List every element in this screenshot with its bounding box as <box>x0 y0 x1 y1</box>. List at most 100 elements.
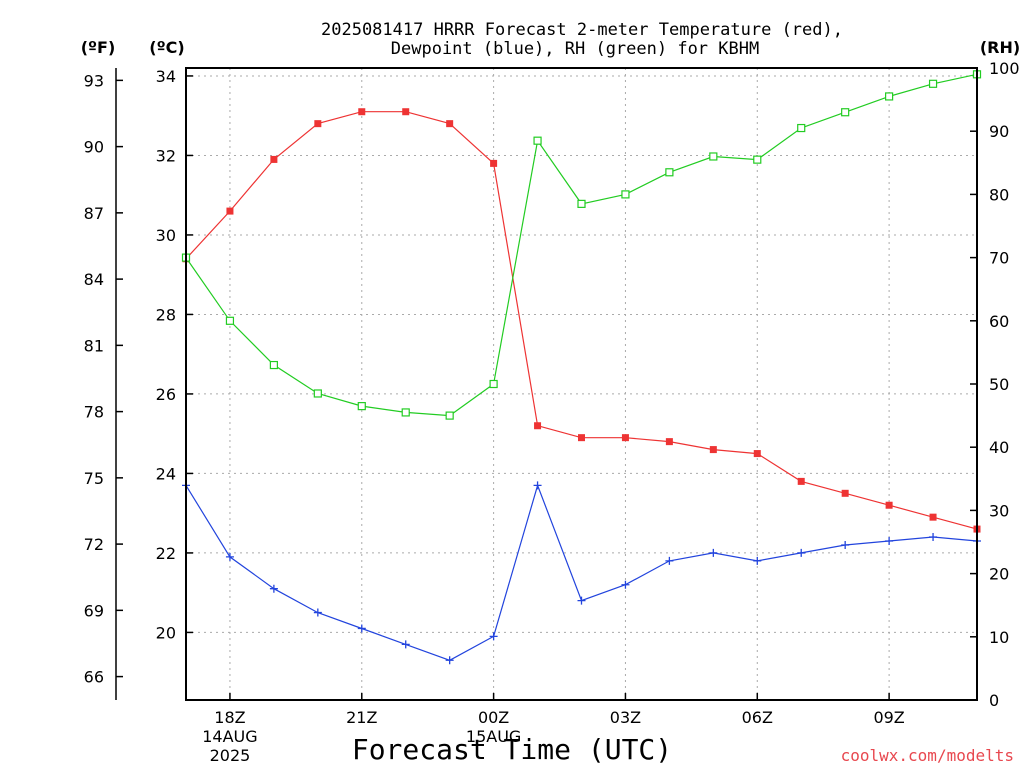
celsius-tick-label: 34 <box>156 67 176 86</box>
x-tick-label: 03Z <box>610 708 641 727</box>
rh-point <box>357 402 366 411</box>
fahrenheit-tick-label: 75 <box>84 469 104 488</box>
dewpoint-point <box>445 656 454 665</box>
x-tick-label: 00Z <box>478 708 509 727</box>
dewpoint-point <box>269 584 278 593</box>
dewpoint-point <box>665 556 674 565</box>
rh-tick-label: 0 <box>989 691 999 710</box>
fahrenheit-tick-label: 81 <box>84 336 104 355</box>
data-series <box>181 70 982 665</box>
fahrenheit-tick-label: 90 <box>84 138 104 157</box>
celsius-unit-label: (ºC) <box>149 38 184 57</box>
temperature-point <box>578 434 585 442</box>
x-tick-date-label: 14AUG <box>202 727 257 746</box>
temperature-point <box>665 438 673 446</box>
temperature-point <box>270 155 278 163</box>
dewpoint-point <box>885 537 894 546</box>
temperature-point <box>841 489 849 497</box>
rh-point <box>928 79 938 88</box>
fahrenheit-tick-label: 69 <box>84 601 104 620</box>
rh-unit-label: (RH) <box>980 38 1020 57</box>
x-axis-label: Forecast Time (UTC) <box>352 733 672 766</box>
rh-point <box>489 379 498 389</box>
rh-tick-label: 50 <box>989 375 1009 394</box>
temperature-point <box>490 159 498 167</box>
temperature-point <box>929 513 937 521</box>
rh-tick-label: 30 <box>989 501 1009 520</box>
dewpoint-point <box>401 640 410 649</box>
x-tick-label: 18Z <box>214 708 245 727</box>
dewpoint-point <box>533 481 542 490</box>
rh-point <box>753 155 762 164</box>
temperature-point <box>797 477 805 485</box>
x-tick-label: 21Z <box>346 708 377 727</box>
dewpoint-point <box>841 540 850 549</box>
dewpoint-point <box>357 624 366 633</box>
dewpoint-point <box>225 552 234 561</box>
rh-tick-label: 10 <box>989 628 1009 647</box>
fahrenheit-tick-label: 72 <box>84 535 104 554</box>
rh-point <box>797 123 806 133</box>
dewpoint-point <box>709 548 718 557</box>
temperature-point <box>402 108 410 116</box>
fahrenheit-tick-label: 66 <box>84 668 104 687</box>
rh-tick-label: 90 <box>989 122 1009 141</box>
x-tick-year-label: 2025 <box>210 746 251 765</box>
dewpoint-line <box>185 483 978 661</box>
dewpoint-point <box>797 548 806 557</box>
dewpoint-point <box>489 632 498 641</box>
chart-title-line-2: Dewpoint (blue), RH (green) for KBHM <box>391 39 759 59</box>
rh-point <box>621 190 630 199</box>
temperature-point <box>621 434 629 442</box>
temperature-point <box>534 422 542 430</box>
rh-tick-label: 80 <box>989 185 1009 204</box>
rh-point <box>885 92 894 101</box>
celsius-tick-label: 30 <box>156 226 176 245</box>
rh-point <box>841 108 850 117</box>
temperature-point <box>885 501 893 509</box>
rh-tick-label: 70 <box>989 249 1009 268</box>
dewpoint-point <box>621 580 630 589</box>
celsius-tick-label: 20 <box>156 623 176 642</box>
temperature-point <box>753 450 761 458</box>
rh-point <box>401 408 410 417</box>
celsius-tick-label: 26 <box>156 385 176 404</box>
rh-tick-label: 20 <box>989 565 1009 584</box>
credit-text: coolwx.com/modelts <box>841 746 1014 765</box>
celsius-tick-label: 32 <box>156 146 176 165</box>
celsius-tick-label: 28 <box>156 305 176 324</box>
chart-title-line-1: 2025081417 HRRR Forecast 2-meter Tempera… <box>321 20 843 40</box>
dewpoint-point <box>929 533 938 542</box>
temperature-line <box>185 111 978 530</box>
rh-point <box>313 389 322 398</box>
rh-point <box>577 199 586 208</box>
x-tick-label: 09Z <box>873 708 904 727</box>
fahrenheit-tick-label: 84 <box>84 270 104 289</box>
dewpoint-point <box>577 596 586 605</box>
temperature-point <box>709 446 717 454</box>
dewpoint-point <box>753 556 762 565</box>
x-tick-label: 06Z <box>742 708 773 727</box>
celsius-tick-label: 24 <box>156 464 176 483</box>
dewpoint-point <box>313 608 322 617</box>
fahrenheit-tick-label: 78 <box>84 403 104 422</box>
fahrenheit-tick-label: 93 <box>84 71 104 90</box>
rh-point <box>665 168 674 177</box>
temperature-point <box>226 207 234 215</box>
rh-tick-label: 60 <box>989 312 1009 331</box>
rh-point <box>225 316 235 325</box>
fahrenheit-unit-label: (ºF) <box>81 38 116 57</box>
axes: 9390878481787572696634323028262422201009… <box>84 59 1020 765</box>
rh-point <box>445 411 454 420</box>
rh-point <box>269 360 278 370</box>
fahrenheit-tick-label: 87 <box>84 204 104 223</box>
rh-point <box>533 136 542 145</box>
x-tick-date-label: 15AUG <box>466 727 521 746</box>
temperature-point <box>358 108 366 116</box>
rh-tick-label: 40 <box>989 438 1009 457</box>
rh-point <box>709 152 718 161</box>
temperature-point <box>314 120 322 128</box>
rh-tick-label: 100 <box>989 59 1020 78</box>
celsius-tick-label: 22 <box>156 544 176 563</box>
